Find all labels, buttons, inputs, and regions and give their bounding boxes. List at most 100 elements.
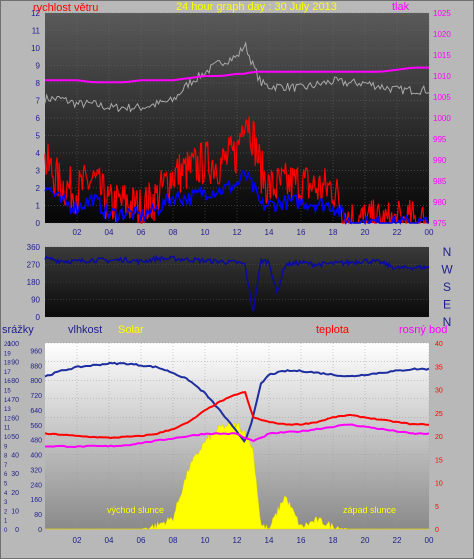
humidity-tick-label: 40 xyxy=(11,453,19,460)
wind-direction-line xyxy=(44,254,430,313)
compass-label: N xyxy=(443,245,452,259)
wind-speed-tick-label: 2 xyxy=(36,184,41,193)
dewpoint-axis-label: rosný bod xyxy=(399,324,447,336)
wind-average-line xyxy=(44,168,430,226)
solar-tick-label: 0 xyxy=(38,527,42,534)
rain-tick-label: 15 xyxy=(4,389,11,395)
solar-tick-label: 80 xyxy=(34,512,42,519)
rain-tick-label: 7 xyxy=(4,463,8,469)
wind-x-tick-label: 14 xyxy=(265,228,274,237)
wind-x-tick-label: 02 xyxy=(73,228,82,237)
rain-tick-label: 5 xyxy=(4,482,8,488)
wind-speed-tick-label: 9 xyxy=(36,62,41,71)
pressure-line xyxy=(45,66,429,84)
wind-speed-tick-label: 4 xyxy=(36,149,41,158)
solar-tick-label: 800 xyxy=(30,378,42,385)
rain-tick-label: 20 xyxy=(4,342,11,348)
solar-tick-label: 400 xyxy=(30,453,42,460)
wind-speed-line xyxy=(44,116,429,225)
rain-tick-label: 8 xyxy=(4,454,8,460)
rain-tick-label: 10 xyxy=(4,435,11,441)
wind-x-tick-label: 00 xyxy=(425,228,434,237)
wind-x-tick-label: 06 xyxy=(137,228,146,237)
rain-tick-label: 0 xyxy=(4,528,8,534)
direction-tick-label: 270 xyxy=(27,261,41,270)
pressure-tick-label: 990 xyxy=(433,156,447,165)
rain-tick-label: 18 xyxy=(4,361,11,367)
pressure-tick-label: 1010 xyxy=(433,72,451,81)
temperature-tick-label: 25 xyxy=(435,411,443,418)
rain-tick-label: 6 xyxy=(4,472,8,478)
humidity-tick-label: 90 xyxy=(11,360,19,367)
wind-speed-tick-label: 10 xyxy=(31,44,40,53)
sunset-annotation: západ slunce xyxy=(343,505,396,515)
solar-axis-label: Solar xyxy=(118,324,144,336)
wind-x-tick-label: 04 xyxy=(105,228,114,237)
climate-x-tick-label: 02 xyxy=(73,536,82,545)
temperature-solar-x-axis: 02 04 06 08 10 12 14 16 18 20 22 00 xyxy=(73,536,434,545)
solar-tick-label: 880 xyxy=(30,363,42,370)
wind-x-tick-label: 20 xyxy=(361,228,370,237)
climate-x-tick-label: 00 xyxy=(425,536,434,545)
climate-x-tick-label: 16 xyxy=(297,536,306,545)
temperature-axis-label: teplota xyxy=(316,324,350,336)
rain-tick-label: 12 xyxy=(4,416,11,422)
solar-tick-label: 640 xyxy=(30,408,42,415)
pressure-tick-label: 1000 xyxy=(433,114,451,123)
humidity-tick-label: 70 xyxy=(11,397,19,404)
temperature-line xyxy=(44,391,430,440)
rain-tick-label: 16 xyxy=(4,379,11,385)
climate-x-tick-label: 06 xyxy=(137,536,146,545)
solar-tick-label: 160 xyxy=(30,497,42,504)
pressure-tick-label: 975 xyxy=(433,219,447,228)
climate-x-tick-label: 10 xyxy=(201,536,210,545)
temperature-tick-label: 0 xyxy=(435,527,439,534)
direction-tick-label: 360 xyxy=(27,243,41,252)
wind-speed-tick-label: 12 xyxy=(31,9,40,18)
rain-tick-label: 2 xyxy=(4,509,8,515)
wind-speed-tick-label: 3 xyxy=(36,167,41,176)
wind-pressure-series xyxy=(44,41,430,226)
wind-pressure-x-axis: 02 04 06 08 10 12 14 16 18 20 22 00 xyxy=(73,228,434,237)
temperature-tick-label: 15 xyxy=(435,457,443,464)
temperature-tick-label: 40 xyxy=(435,341,443,348)
rain-tick-label: 14 xyxy=(4,398,11,404)
wind-speed-tick-label: 0 xyxy=(36,219,41,228)
solar-tick-label: 320 xyxy=(30,467,42,474)
wind-speed-tick-label: 1 xyxy=(36,202,41,211)
wind-direction-axis: 0 90 180 270 360 xyxy=(27,243,41,322)
wind-speed-tick-label: 7 xyxy=(36,97,41,106)
pressure-axis: 975 980 985 990 995 1000 1005 1010 1015 1020 1025 xyxy=(433,9,451,228)
temperature-axis: 0 5 10 15 20 25 30 35 40 xyxy=(435,341,443,534)
solar-tick-label: 720 xyxy=(30,393,42,400)
pressure-tick-label: 1005 xyxy=(433,93,451,102)
direction-tick-label: 0 xyxy=(36,313,41,322)
wind-x-tick-label: 08 xyxy=(169,228,178,237)
humidity-tick-label: 10 xyxy=(11,508,19,515)
solar-tick-label: 240 xyxy=(30,482,42,489)
rain-tick-label: 19 xyxy=(4,351,11,357)
direction-tick-label: 90 xyxy=(31,296,40,305)
solar-tick-label: 560 xyxy=(30,423,42,430)
wind-x-tick-label: 16 xyxy=(297,228,306,237)
compass-label: N xyxy=(443,315,452,329)
pressure-tick-label: 1020 xyxy=(433,30,451,39)
wind-speed-tick-label: 5 xyxy=(36,132,41,141)
temperature-tick-label: 35 xyxy=(435,364,443,371)
sunrise-annotation: východ slunce xyxy=(107,505,164,515)
temperature-tick-label: 10 xyxy=(435,481,443,488)
humidity-tick-label: 80 xyxy=(11,378,19,385)
humidity-tick-label: 30 xyxy=(11,471,19,478)
pressure-tick-label: 985 xyxy=(433,177,447,186)
wind-x-tick-label: 12 xyxy=(233,228,242,237)
rain-axis-label: srážky xyxy=(2,324,34,336)
rain-tick-label: 1 xyxy=(4,519,8,525)
wind-direction-series xyxy=(44,254,430,313)
climate-x-tick-label: 22 xyxy=(393,536,402,545)
gust-ceiling-line xyxy=(44,41,430,113)
